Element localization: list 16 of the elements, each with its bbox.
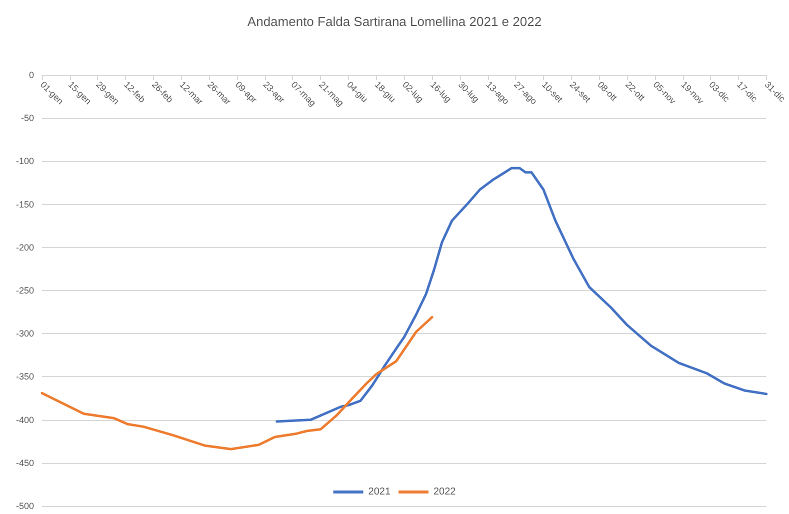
y-tick-label: -200: [16, 242, 34, 252]
y-tick-label: -450: [16, 458, 34, 468]
y-tick-label: -500: [16, 501, 34, 511]
legend-label: 2021: [368, 486, 391, 498]
y-tick-label: -150: [16, 199, 34, 210]
y-tick-label: 0: [28, 70, 34, 80]
y-tick-label: -100: [16, 156, 34, 166]
line-series: [276, 166, 768, 423]
y-tick-label: -250: [16, 286, 34, 296]
line-series: [40, 316, 434, 450]
y-tick-label: -400: [16, 414, 34, 425]
y-tick-label: -300: [16, 328, 34, 339]
chart-title: Andamento Falda Sartirana Lomellina 2021 e 2022: [247, 14, 542, 29]
y-tick-label: -350: [16, 372, 34, 382]
legend-label: 2022: [434, 486, 456, 498]
y-tick-label: -50: [20, 113, 34, 124]
